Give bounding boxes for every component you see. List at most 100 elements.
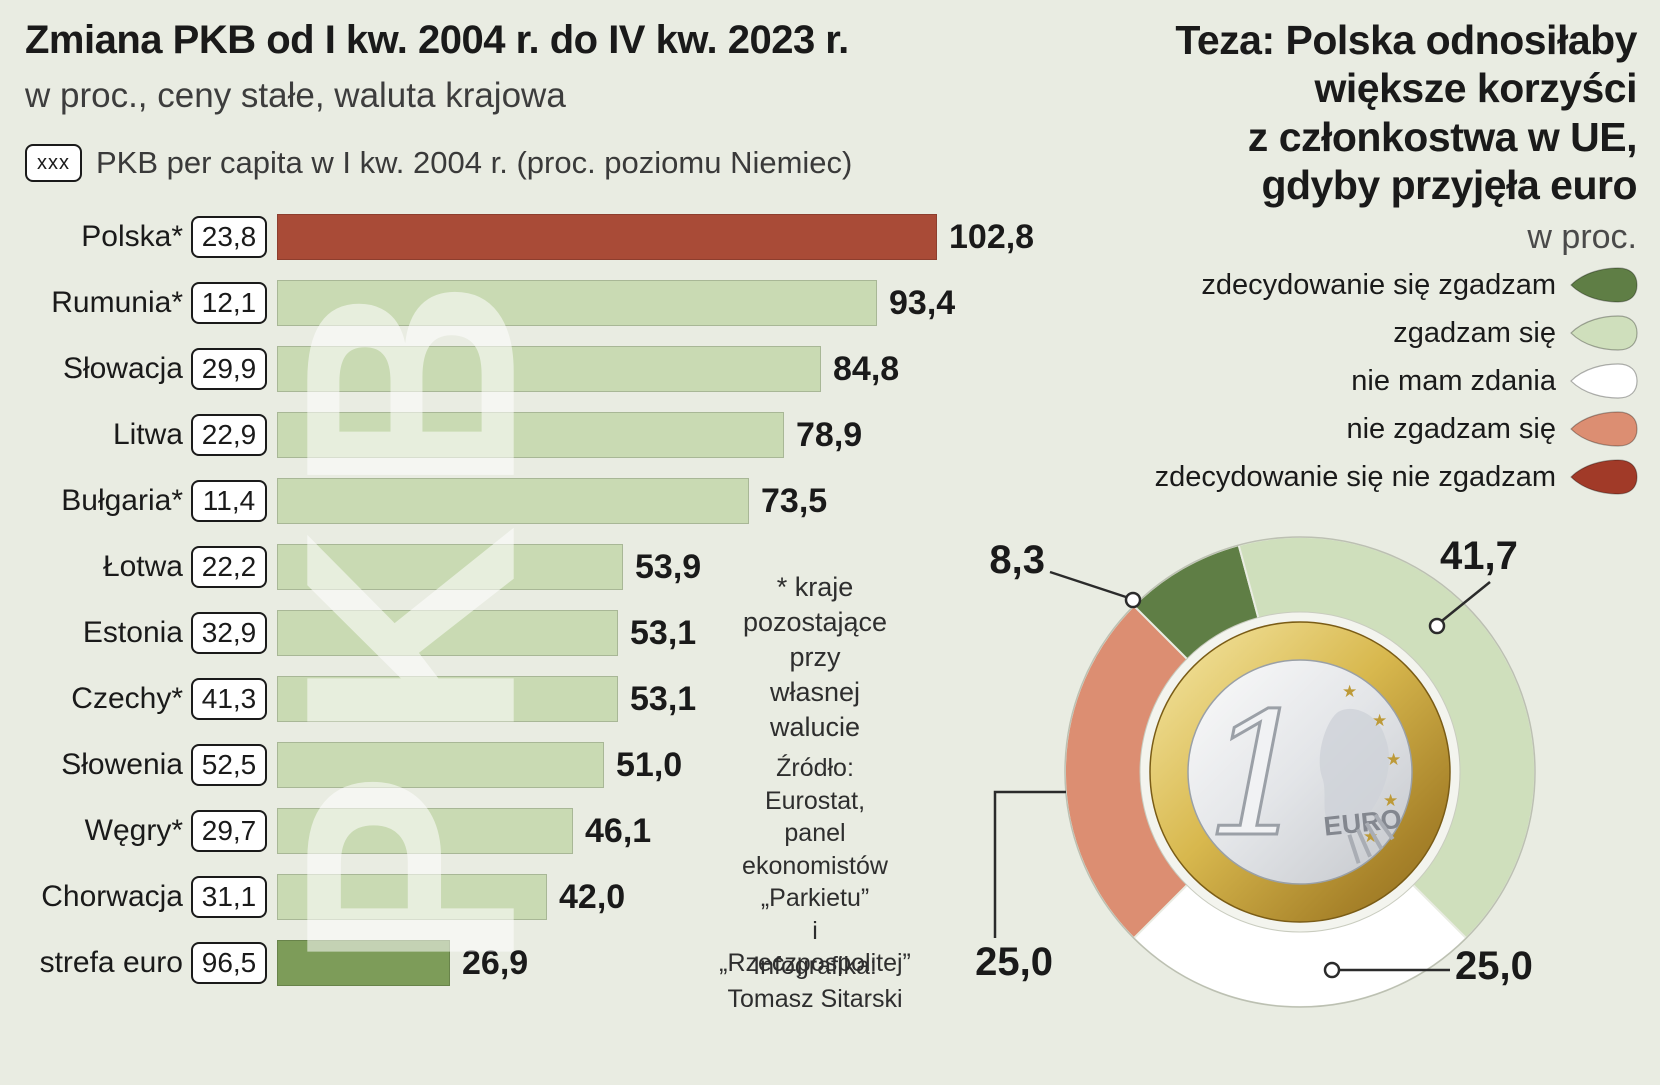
bar [277, 742, 604, 788]
callout-agree: 41,7 [1440, 534, 1518, 578]
bar-value-label: 84,8 [833, 349, 900, 388]
donut-chart: 1 EURO ★ ★ ★ ★ ★ 8,3 41,7 25,0 25,0 [950, 520, 1660, 1080]
bar-row: strefa euro 96,5 26,9 [25, 930, 1034, 996]
svg-text:★: ★ [1386, 750, 1401, 769]
per-capita-value: 12,1 [191, 282, 267, 324]
per-capita-value: 29,7 [191, 810, 267, 852]
bar [277, 874, 547, 920]
legend-teardrop-icon [1570, 267, 1638, 303]
bar-row: Słowacja 29,9 84,8 [25, 336, 1034, 402]
donut-outer-edge [1064, 536, 1536, 1008]
per-capita-value: 32,9 [191, 612, 267, 654]
credit-note: Infografika: Tomasz Sitarski [727, 952, 903, 1013]
country-label: Słowacja [62, 352, 183, 385]
bar-row: Czechy* 41,3 53,1 [25, 666, 1034, 732]
per-capita-value: 22,2 [191, 546, 267, 588]
per-capita-value: 96,5 [191, 942, 267, 984]
svg-text:★: ★ [1363, 827, 1378, 846]
bar [277, 940, 450, 986]
bar-value-label: 26,9 [462, 943, 529, 982]
per-capita-value: 31,1 [191, 876, 267, 918]
coin-numeral: 1 [1205, 677, 1313, 875]
bar-row: Łotwa 22,2 53,9 [25, 534, 1034, 600]
bar-value-label: 73,5 [761, 481, 828, 520]
euro-coin-icon: 1 EURO ★★★★★ [1149, 621, 1451, 923]
per-capita-legend-text: PKB per capita w I kw. 2004 r. (proc. po… [96, 145, 853, 180]
bar-value-label: 78,9 [796, 415, 863, 454]
legend-item-label: zdecydowanie się nie zgadzam [1154, 460, 1556, 493]
coin-stars: ★ ★ ★ ★ ★ [1342, 682, 1401, 846]
per-capita-legend: xxx PKB per capita w I kw. 2004 r. (proc… [25, 144, 852, 182]
country-label: Chorwacja [41, 880, 183, 913]
country-label: Słowenia [61, 748, 183, 781]
bar-value-label: 53,1 [630, 679, 697, 718]
bar-row: Litwa 22,9 78,9 [25, 402, 1034, 468]
donut-legend: zdecydowanie się zgadzam zgadzam się nie m… [1155, 266, 1640, 506]
legend-item: zgadzam się [1155, 314, 1640, 352]
callout-disagree: 25,0 [975, 940, 1053, 984]
bar [277, 610, 618, 656]
per-capita-value: 23,8 [191, 216, 267, 258]
donut-svg: 1 EURO ★★★★★ [993, 535, 1537, 1008]
svg-text:★: ★ [1372, 711, 1387, 730]
bar-value-label: 102,8 [949, 217, 1035, 256]
legend-teardrop-icon [1570, 363, 1638, 399]
bar-rows: Polska* 23,8 102,8 Rumunia* 12,1 93,4 Słowacja… [25, 204, 1034, 996]
bar-row: Bułgaria* 11,4 73,5 [25, 468, 1034, 534]
country-label: strefa euro [39, 946, 183, 979]
bar-value-label: 46,1 [585, 811, 652, 850]
legend-teardrop-icon [1570, 315, 1638, 351]
donut-chart-unit: w proc. [1527, 218, 1637, 256]
callout-neutral: 25,0 [1455, 944, 1533, 988]
per-capita-legend-box: xxx [25, 144, 82, 182]
legend-item: nie mam zdania [1155, 362, 1640, 400]
per-capita-value: 52,5 [191, 744, 267, 786]
bar-row: Chorwacja 31,1 42,0 [25, 864, 1034, 930]
country-label: Estonia [82, 616, 183, 649]
country-label: Łotwa [102, 550, 183, 583]
per-capita-value: 11,4 [191, 480, 267, 522]
bar-row: Estonia 32,9 53,1 [25, 600, 1034, 666]
per-capita-value: 41,3 [191, 678, 267, 720]
svg-text:★: ★ [1383, 791, 1398, 810]
bar-chart-title: Zmiana PKB od I kw. 2004 r. do IV kw. 20… [25, 18, 849, 62]
legend-item-label: zdecydowanie się zgadzam [1201, 268, 1556, 301]
country-label: Czechy* [71, 682, 183, 715]
bar [277, 478, 749, 524]
coin-stripes [1347, 813, 1395, 864]
bar-value-label: 42,0 [559, 877, 626, 916]
bar-row: Polska* 23,8 102,8 [25, 204, 1034, 270]
country-label: Litwa [112, 418, 183, 451]
bar-row: Rumunia* 12,1 93,4 [25, 270, 1034, 336]
legend-item: nie zgadzam się [1155, 410, 1640, 448]
per-capita-value: 22,9 [191, 414, 267, 456]
source-note: Źródło: Eurostat, panel ekonomistów „Par… [719, 754, 911, 977]
legend-item-label: nie zgadzam się [1346, 412, 1556, 445]
bar [277, 412, 784, 458]
bar-row: Słowenia 52,5 51,0 [25, 732, 1034, 798]
bar [277, 544, 623, 590]
legend-item-label: nie mam zdania [1351, 364, 1556, 397]
country-label: Węgry* [84, 814, 183, 847]
bar-value-label: 51,0 [616, 745, 683, 784]
bar-value-label: 53,9 [635, 547, 702, 586]
legend-item: zdecydowanie się nie zgadzam [1155, 458, 1640, 496]
per-capita-value: 29,9 [191, 348, 267, 390]
callout-lines [993, 570, 1491, 972]
bar-value-label: 53,1 [630, 613, 697, 652]
bar-value-label: 93,4 [889, 283, 956, 322]
bar [277, 346, 821, 392]
svg-text:★: ★ [1342, 682, 1357, 701]
donut-chart-title: Teza: Polska odnosiłaby większe korzyści… [1175, 17, 1637, 209]
bar-row: Węgry* 29,7 46,1 [25, 798, 1034, 864]
bar [277, 214, 937, 260]
coin-europe-map [1319, 708, 1390, 835]
legend-item-label: zgadzam się [1393, 316, 1556, 349]
footnote: * kraje pozostające przy własnej walucie [742, 572, 888, 743]
country-label: Bułgaria* [61, 484, 183, 517]
country-label: Polska* [81, 220, 183, 253]
legend-teardrop-icon [1570, 411, 1638, 447]
coin-edge [1149, 621, 1451, 923]
callout-strongly-agree: 8,3 [989, 538, 1045, 582]
country-label: Rumunia* [51, 286, 183, 319]
